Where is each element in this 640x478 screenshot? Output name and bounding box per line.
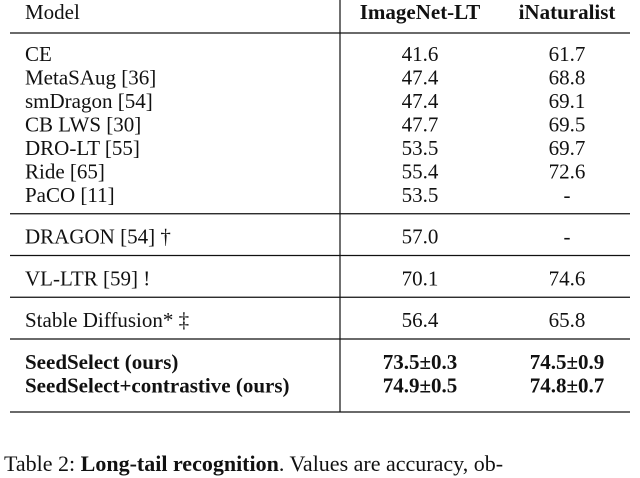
cell-inat: - [564,183,571,207]
cell-inat: 74.5±0.9 [530,350,605,374]
cell-imagenet: 47.7 [402,112,439,136]
header-imagenet: ImageNet-LT [360,0,481,24]
cell-imagenet: 47.4 [402,89,439,113]
cell-inat: 72.6 [549,159,586,183]
caption-bold: Long-tail recognition [81,451,279,476]
caption-text: . Values are accuracy, ob- [279,451,503,476]
cell-inat: 69.7 [549,136,586,160]
cell-model: PaCO [11] [25,183,115,207]
cell-model: DRAGON [54] † [25,225,171,249]
header-inat: iNaturalist [519,0,616,24]
cell-imagenet: 41.6 [402,42,439,66]
cell-imagenet: 57.0 [402,225,439,249]
cell-inat: 61.7 [549,42,586,66]
cell-imagenet: 56.4 [402,308,439,332]
cell-inat: 65.8 [549,308,586,332]
header-model: Model [25,0,80,24]
cell-inat: 69.1 [549,89,586,113]
cell-model: SeedSelect+contrastive (ours) [25,373,289,397]
cell-model: CB LWS [30] [25,112,141,136]
caption: Table 2: Long-tail recognition. Values a… [4,451,503,476]
cell-model: CE [25,42,52,66]
cell-imagenet: 47.4 [402,65,439,89]
cell-model: SeedSelect (ours) [25,350,178,374]
cell-imagenet: 53.5 [402,183,439,207]
cell-inat: 68.8 [549,65,586,89]
cell-model: DRO-LT [55] [25,136,140,160]
cell-inat: 74.8±0.7 [530,373,605,397]
cell-model: Stable Diffusion* ‡ [25,308,189,332]
cell-inat: - [564,225,571,249]
cell-imagenet: 73.5±0.3 [383,350,458,374]
cell-imagenet: 55.4 [402,159,439,183]
cell-model: MetaSAug [36] [25,65,156,89]
cell-model: smDragon [54] [25,89,153,113]
cell-inat: 69.5 [549,112,586,136]
cell-inat: 74.6 [549,266,586,290]
caption-label: Table 2: [4,451,75,476]
cell-model: Ride [65] [25,159,105,183]
cell-imagenet: 53.5 [402,136,439,160]
cell-imagenet: 70.1 [402,266,439,290]
cell-imagenet: 74.9±0.5 [383,373,458,397]
cell-model: VL-LTR [59] ! [25,266,150,290]
